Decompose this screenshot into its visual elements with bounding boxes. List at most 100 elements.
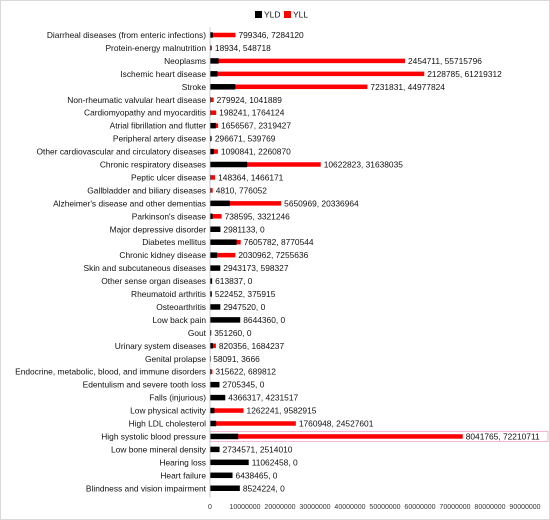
bar-yld <box>210 58 219 64</box>
category-label: Edentulism and severe tooth loss <box>83 380 206 390</box>
bar-row: Other cardiovascular and circulatory dis… <box>37 147 292 157</box>
category-label: Chronic respiratory diseases <box>100 160 206 170</box>
data-label: 2947520, 0 <box>223 302 265 312</box>
category-label: Gallbladder and biliary diseases <box>87 185 206 195</box>
legend-item-yll: YLL <box>284 10 308 20</box>
legend-item-yld: YLD <box>255 10 281 20</box>
x-tick-label: 70000000 <box>439 504 470 511</box>
data-label: 799346, 7284120 <box>238 30 304 40</box>
category-label: Osteoarthritis <box>156 302 206 312</box>
category-label: Gout <box>188 328 207 338</box>
category-label: Urinary system diseases <box>115 341 206 351</box>
bar-row: High LDL cholesterol 1760948, 24527601 <box>129 419 374 429</box>
category-label: Atrial fibrillation and flutter <box>110 121 207 131</box>
bar-row: Low back pain 8644360, 0 <box>152 315 285 325</box>
data-label: 5650969, 20336964 <box>284 198 359 208</box>
category-label: Genital prolapse <box>145 354 206 364</box>
bar-yld <box>210 84 236 90</box>
data-label: 2981133, 0 <box>223 224 265 234</box>
bar-yll <box>210 162 321 167</box>
bar-yll <box>210 434 463 439</box>
bar-row: Major depressive disorder 2981133, 0 <box>110 224 265 234</box>
bar-yll <box>210 149 218 154</box>
x-tick-label: 30000000 <box>299 504 330 511</box>
category-label: Heart failure <box>160 470 206 480</box>
bar-row: Gout 351260, 0 <box>188 328 252 338</box>
category-label: Blindness and vision impairment <box>86 483 207 493</box>
data-label: 296671, 539769 <box>215 134 276 144</box>
bar-row: Heart failure 6438465, 0 <box>160 470 277 480</box>
data-label: 613837, 0 <box>215 276 253 286</box>
category-label: Protein-energy malnutrition <box>105 43 206 53</box>
bar-yll <box>210 421 296 426</box>
data-label: 315622, 689812 <box>215 367 276 377</box>
bar-yll <box>210 97 214 102</box>
bar-yld <box>210 394 226 401</box>
bar-yll <box>210 84 368 90</box>
bar-yll <box>210 71 425 77</box>
bar-yld <box>210 71 218 77</box>
category-label: Cardiomyopathy and myocarditis <box>84 108 206 118</box>
data-label: 279924, 1041889 <box>217 95 283 105</box>
x-tick-label: 0 <box>208 504 212 511</box>
x-tick-label: 80000000 <box>474 504 505 511</box>
bar-yld <box>210 485 240 491</box>
bar-row: Rheumatoid arthritis 522452, 375915 <box>131 289 276 299</box>
bar-row: Osteoarthritis 2947520, 0 <box>156 302 265 312</box>
data-label: 4366317, 4231517 <box>228 393 298 403</box>
category-label: Rheumatoid arthritis <box>131 289 206 299</box>
bar-row: Alzheimer's disease and other dementias 5… <box>53 198 359 208</box>
x-tick-label: 20000000 <box>264 504 295 511</box>
bar-yld <box>210 317 241 323</box>
bar-row: Edentulism and severe tooth loss 2705345,… <box>83 380 265 390</box>
category-label: Peripheral artery disease <box>113 134 206 144</box>
bar-yld <box>210 148 214 155</box>
data-label: 1760948, 24527601 <box>299 419 374 429</box>
bar-row: Skin and subcutaneous diseases 2943173, 5… <box>84 263 289 273</box>
data-label: 8644360, 0 <box>243 315 285 325</box>
data-label: 738595, 3321246 <box>225 211 291 221</box>
bar-yll <box>210 201 282 206</box>
data-label: 1090841, 2260870 <box>221 147 291 157</box>
bar-yll <box>210 188 213 193</box>
data-label: 8524224, 0 <box>243 483 285 493</box>
bar-yll <box>210 45 212 51</box>
x-tick-label: 50000000 <box>369 504 400 511</box>
bar-row: Neoplasms 2454711, 55715796 <box>164 56 482 66</box>
bar-yll <box>210 110 217 115</box>
bar-yld <box>210 161 248 168</box>
plot-area: Diarrheal diseases (from enteric infecti… <box>15 30 549 493</box>
bar-row: Gallbladder and biliary diseases 4810, 77… <box>87 185 267 195</box>
data-label: 6438465, 0 <box>236 470 278 480</box>
bar-yld <box>210 252 218 258</box>
bar-yld <box>210 420 217 427</box>
data-label: 11062458, 0 <box>252 457 298 467</box>
category-label: Low bone mineral density <box>111 444 207 454</box>
legend-label-yll: YLL <box>293 10 308 20</box>
bar-row: Non-rheumatic valvular heart disease 2799… <box>67 95 282 105</box>
bar-row: Atrial fibrillation and flutter 1656567, … <box>110 121 292 131</box>
bar-yld <box>210 407 215 414</box>
category-label: Major depressive disorder <box>110 224 207 234</box>
category-label: Hearing loss <box>159 457 206 467</box>
bar-yld <box>210 304 221 310</box>
category-label: Parkinson's disease <box>132 211 207 221</box>
category-label: Falls (injurious) <box>149 393 206 403</box>
data-label: 2030962, 7255636 <box>238 250 308 260</box>
category-label: Other sense organ diseases <box>101 276 206 286</box>
data-label: 2943173, 598327 <box>223 263 289 273</box>
category-label: Endocrine, metabolic, blood, and immune … <box>15 367 206 377</box>
bar-row: Chronic kidney disease 2030962, 7255636 <box>119 250 308 260</box>
data-label: 1656567, 2319427 <box>221 121 291 131</box>
bar-yld <box>210 472 233 479</box>
data-label: 18934, 548718 <box>215 43 271 53</box>
category-label: Chronic kidney disease <box>119 250 206 260</box>
bar-yll <box>210 32 236 38</box>
bar-yld <box>210 97 211 103</box>
bar-yll <box>210 214 222 219</box>
bar-row: Genital prolapse 58091, 3666 <box>145 354 260 364</box>
data-label: 1262241, 9582915 <box>247 406 317 416</box>
data-label: 148364, 1466171 <box>218 172 284 182</box>
legend-swatch-yll <box>284 11 291 18</box>
